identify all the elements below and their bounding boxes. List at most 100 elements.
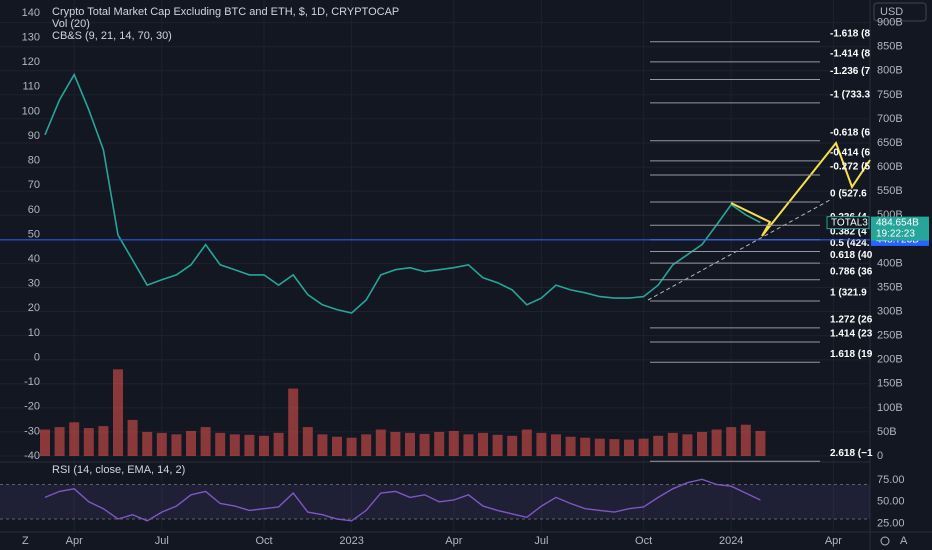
y-tick-label: 50B	[877, 426, 897, 438]
fib-label: 1 (321.9	[830, 288, 867, 299]
projection-path	[730, 140, 871, 237]
countdown-label: 19:22:23	[876, 228, 915, 239]
chart-title: Crypto Total Market Cap Excluding BTC an…	[52, 6, 399, 18]
volume-bar	[463, 434, 474, 456]
volume-bar	[565, 436, 576, 456]
last-price-label: 484.654B	[876, 217, 919, 228]
currency-label[interactable]: USD	[880, 6, 903, 18]
volume-bar	[726, 427, 737, 456]
series-name: TOTAL3	[831, 217, 868, 228]
y2-tick-label: 100	[22, 105, 40, 117]
volume-bar	[273, 432, 284, 456]
volume-bar	[171, 434, 182, 456]
x-tick-label: Apr	[445, 535, 462, 547]
y2-tick-label: 80	[28, 155, 40, 167]
x-tick-label: 2024	[719, 535, 743, 547]
y2-tick-label: 110	[22, 81, 40, 93]
volume-bar	[54, 427, 65, 456]
volume-bar	[624, 439, 634, 456]
volume-bar	[40, 429, 50, 456]
fib-label: 0.382 (4	[830, 226, 867, 237]
y2-tick-label: 0	[34, 351, 40, 363]
y2-tick-label: -40	[24, 450, 40, 462]
volume-bar	[69, 422, 80, 456]
settings-icon[interactable]	[880, 536, 890, 546]
volume-bar	[405, 432, 415, 456]
fib-label: 1.414 (23	[830, 329, 873, 340]
fib-label: -0.272 (5	[830, 162, 870, 173]
fib-label: 0.786 (36	[830, 266, 873, 277]
y2-tick-label: 130	[22, 32, 40, 44]
indicator-label: CB&S (9, 21, 14, 70, 30)	[52, 30, 172, 42]
volume-bar	[551, 434, 561, 456]
rsi-tick-label: 50.00	[877, 496, 905, 508]
volume-bar	[448, 430, 459, 456]
volume-bar	[697, 431, 707, 456]
volume-bar	[653, 435, 664, 456]
fib-label: 0 (527.6	[830, 189, 867, 200]
y2-tick-label: -20	[24, 401, 40, 413]
rsi-line	[44, 478, 761, 522]
marks	[40, 72, 766, 522]
volume-bar	[259, 435, 269, 456]
y-tick-label: 150B	[877, 378, 903, 390]
y-tick-label: 600B	[877, 161, 903, 173]
volume-bar	[711, 429, 722, 456]
volume-bar	[302, 427, 313, 456]
volume-bar	[682, 434, 693, 456]
last-price-badge	[871, 216, 929, 241]
y-tick-label: 750B	[877, 89, 903, 101]
auto-scale-button[interactable]: A	[900, 535, 908, 547]
y2-tick-label: 90	[28, 130, 40, 142]
y2-tick-label: 140	[22, 7, 40, 19]
volume-bar	[142, 431, 153, 456]
volume-bar	[186, 430, 196, 456]
fib-label: -0.414 (6	[830, 148, 870, 159]
x-tick-label: Jul	[155, 535, 169, 547]
volume-bar	[638, 438, 649, 456]
volume-bar	[667, 432, 678, 456]
volume-bar	[492, 434, 503, 456]
zoom-icon[interactable]: Z	[22, 535, 29, 547]
volume-bar	[419, 433, 430, 456]
y2-tick-label: 50	[28, 228, 40, 240]
y-tick-label: 550B	[877, 185, 903, 197]
rsi-tick-label: 25.00	[877, 517, 905, 529]
fib-label: 0.618 (40	[830, 250, 873, 261]
y-tick-label: 350B	[877, 281, 903, 293]
series-badge	[826, 216, 870, 230]
y-tick-label: 0	[877, 450, 883, 462]
fib-label: 0.5 (424.	[830, 238, 870, 249]
volume-bar	[375, 429, 386, 456]
volume-bar	[434, 431, 445, 456]
volume-bar	[113, 369, 123, 456]
x-tick-label: Jul	[534, 535, 548, 547]
volume-bar	[521, 429, 532, 456]
y-tick-label: 250B	[877, 330, 903, 342]
volume-bar	[215, 432, 226, 456]
y-tick-label: 900B	[877, 17, 903, 29]
volume-bar	[332, 436, 342, 456]
rsi-band	[0, 484, 870, 520]
volume-bar	[361, 434, 372, 456]
fib-label: -1 (733.3	[830, 90, 870, 101]
y2-tick-label: 120	[22, 56, 40, 68]
y2-tick-label: 10	[28, 327, 40, 339]
x-tick-label: Apr	[66, 535, 83, 547]
indicator-label: Vol (20)	[52, 18, 90, 30]
volume-bar	[288, 388, 299, 456]
y2-tick-label: -30	[24, 425, 40, 437]
y2-tick-label: -10	[24, 376, 40, 388]
volume-bar	[740, 424, 751, 456]
volume-bar	[390, 431, 401, 456]
rsi-tick-label: 75.00	[877, 474, 905, 486]
x-tick-label: Apr	[825, 535, 842, 547]
y-tick-label: 700B	[877, 113, 903, 125]
fib-label: -0.618 (6	[830, 127, 870, 138]
y-tick-label: 800B	[877, 65, 903, 77]
volume-bar	[609, 439, 620, 456]
currency-button[interactable]	[873, 2, 927, 22]
volume-bar	[580, 437, 591, 456]
